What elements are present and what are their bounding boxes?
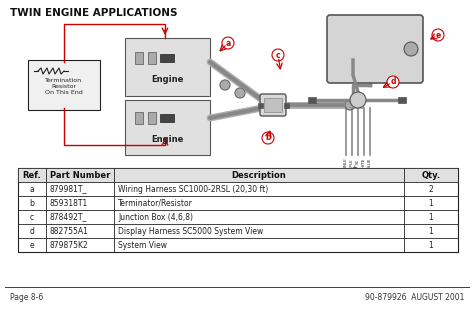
Text: Wiring Harness SC1000-2RSL (20,30 ft): Wiring Harness SC1000-2RSL (20,30 ft) — [118, 184, 268, 193]
Text: Engine: Engine — [151, 75, 184, 84]
Text: 1: 1 — [428, 198, 433, 208]
Text: Terminator/Resistor: Terminator/Resistor — [118, 198, 193, 208]
Text: 859318T1: 859318T1 — [50, 198, 88, 208]
Bar — [28, 60, 100, 110]
Text: d: d — [390, 78, 396, 86]
Text: On This End: On This End — [45, 90, 83, 95]
Text: Description: Description — [232, 171, 286, 179]
Text: -: - — [361, 165, 363, 171]
Text: 1: 1 — [428, 227, 433, 235]
Circle shape — [262, 132, 274, 144]
Circle shape — [387, 76, 399, 88]
Bar — [18, 168, 458, 252]
Text: BLUE: BLUE — [368, 158, 372, 168]
Bar — [18, 168, 458, 182]
Text: Resistor: Resistor — [52, 84, 77, 89]
Text: a: a — [29, 184, 35, 193]
Text: d: d — [29, 227, 35, 235]
Text: c: c — [30, 213, 34, 222]
Text: TANNLE: TANNLE — [344, 158, 348, 174]
Circle shape — [235, 88, 245, 98]
Bar — [125, 100, 210, 155]
Text: 878492T_: 878492T_ — [50, 213, 87, 222]
Text: TWIN ENGINE APPLICATIONS: TWIN ENGINE APPLICATIONS — [10, 8, 177, 18]
Text: a: a — [225, 38, 231, 48]
Text: System View: System View — [118, 240, 167, 249]
Circle shape — [222, 37, 234, 49]
Text: WHITE: WHITE — [362, 158, 366, 172]
Text: SC: SC — [356, 158, 360, 163]
Text: e: e — [436, 30, 441, 39]
Text: Engine: Engine — [151, 135, 184, 144]
Text: b: b — [265, 134, 271, 142]
Text: b: b — [29, 198, 35, 208]
Text: 879981T_: 879981T_ — [50, 184, 87, 193]
Text: c: c — [276, 50, 280, 59]
Circle shape — [220, 80, 230, 90]
Bar — [148, 52, 156, 64]
Text: PURPLE: PURPLE — [350, 158, 354, 174]
Bar — [148, 112, 156, 124]
Bar — [284, 103, 289, 108]
Bar — [125, 38, 210, 96]
Text: Qty.: Qty. — [421, 171, 440, 179]
Bar — [135, 52, 143, 64]
Bar — [398, 97, 406, 103]
Text: Display Harness SC5000 System View: Display Harness SC5000 System View — [118, 227, 263, 235]
Text: 90-879926  AUGUST 2001: 90-879926 AUGUST 2001 — [365, 294, 464, 302]
Text: 1: 1 — [428, 240, 433, 249]
Circle shape — [345, 100, 355, 110]
Text: 882755A1: 882755A1 — [50, 227, 89, 235]
Text: Ref.: Ref. — [23, 171, 41, 179]
Bar — [160, 54, 174, 62]
Text: 879875K2: 879875K2 — [50, 240, 89, 249]
Text: 2: 2 — [428, 184, 433, 193]
Bar — [336, 23, 398, 73]
Bar — [160, 114, 174, 122]
Text: Part Number: Part Number — [50, 171, 110, 179]
Circle shape — [432, 29, 444, 41]
Circle shape — [272, 49, 284, 61]
FancyBboxPatch shape — [260, 94, 286, 116]
Circle shape — [350, 92, 366, 108]
Text: Junction Box (4,6,8): Junction Box (4,6,8) — [118, 213, 193, 222]
Text: Page 8-6: Page 8-6 — [10, 294, 43, 302]
Bar — [308, 97, 316, 103]
Circle shape — [404, 42, 418, 56]
Bar — [264, 98, 282, 112]
FancyBboxPatch shape — [327, 15, 423, 83]
Text: +: + — [351, 165, 357, 171]
Text: Termination: Termination — [46, 78, 82, 83]
Bar — [258, 103, 263, 108]
Text: 1: 1 — [428, 213, 433, 222]
Bar — [135, 112, 143, 124]
Text: e: e — [30, 240, 34, 249]
